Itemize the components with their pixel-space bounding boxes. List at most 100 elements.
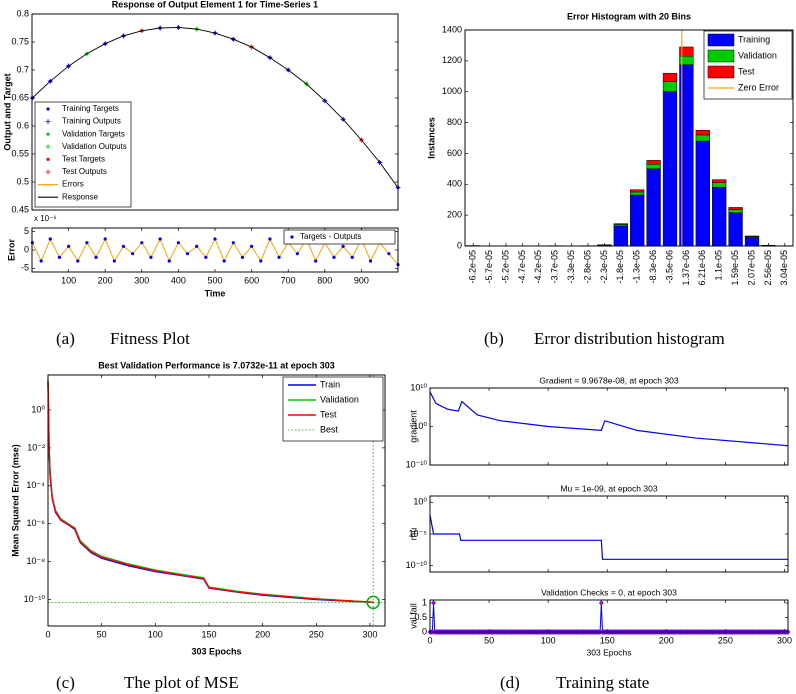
x-tick-label: -3.7e-05 [550,250,560,284]
marker [277,255,281,259]
marker [167,259,171,263]
legend-swatch [707,49,735,63]
marker [48,237,52,241]
marker [268,237,272,241]
marker [431,600,436,606]
marker [121,244,126,248]
y-tick-label: -5 [21,263,29,273]
panel-line [429,514,788,560]
bar [728,212,743,247]
axes-frame [429,495,789,573]
legend-swatch [46,107,50,111]
marker [131,252,135,256]
x-tick-label: 250 [718,635,733,645]
marker [250,244,254,248]
marker [295,252,299,256]
marker [112,259,116,263]
marker [314,259,318,263]
legend-swatch [46,157,50,161]
x-tick-label: 200 [255,629,270,639]
marker [222,259,226,263]
x-tick-label: 50 [97,629,107,639]
y-tick-label: 5 [24,226,29,236]
panel-title: Gradient = 9.9678e-08, at epoch 303 [539,375,678,385]
y-tick-label: 10⁰ [413,421,427,431]
series-line [47,380,374,603]
legend-label: Test Outputs [62,167,107,176]
legend-label: Errors [62,180,84,189]
y-tick-label: 400 [447,179,462,189]
legend-label: Validation Outputs [62,142,127,151]
x-tick-label: 800 [317,275,332,285]
y-tick-label: 0.7 [16,64,29,74]
x-tick-label: -6.2e-05 [468,250,478,284]
x-tick-label: -2.3e-05 [599,250,609,284]
marker [332,255,336,259]
marker [387,252,391,256]
legend-swatch [45,169,51,175]
y-tick-label: 1200 [442,55,462,65]
y-tick-label: 0.55 [11,148,29,158]
y-tick-label: 10⁰ [31,404,45,414]
x-tick-label: 150 [600,635,615,645]
x-tick-label: -1.8e-05 [615,250,625,284]
marker [176,241,180,245]
caption-text: The plot of MSE [124,673,239,692]
bar [728,209,743,214]
legend-label: Train [320,379,340,389]
axes-frame [31,13,399,211]
x-tick-label: 150 [201,629,216,639]
bar [630,194,645,247]
caption-label: (a) [56,329,75,348]
marker [67,244,71,248]
marker [231,241,235,245]
x-tick-label: 2.07e-05 [746,250,756,286]
axes-box [429,387,789,466]
x-tick-label: 100 [61,275,76,285]
y-tick-label: 1000 [442,86,462,96]
bar [695,140,710,247]
legend-label: Validation [738,50,777,60]
x-tick-label: 0 [45,629,50,639]
x-tick-label: -2.8e-05 [582,250,592,284]
y-tick-label: 10⁻⁶ [27,518,46,528]
y-tick-label: 10⁻² [27,442,45,452]
legend-swatch [45,119,51,125]
bar [679,46,694,57]
marker [76,259,80,263]
x-tick-label: -3.5e-06 [664,250,674,284]
y-tick-label: 0 [24,244,29,254]
y-axis-label: Error [6,239,16,262]
legend-label: Test [738,66,755,76]
x-tick-label: 0 [427,635,432,645]
y-tick-label: 0.6 [16,120,29,130]
marker [259,259,263,263]
legend-swatch [45,144,51,150]
x-tick-label: -5.7e-05 [484,250,494,284]
legend-label: Training [738,34,770,44]
bar [630,191,645,196]
bar [662,91,678,247]
legend-label: Training Outputs [62,117,121,126]
y-tick-label: 800 [447,117,462,127]
x-tick-label: 50 [484,635,494,645]
y-tick-label: 0.45 [11,204,29,214]
y-tick-label: 10⁻⁵ [409,528,428,538]
y-tick-label: 1400 [442,24,462,34]
x-tick-label: 2.56e-05 [763,250,773,286]
y-tick-label: 10⁻⁴ [26,480,45,490]
x-tick-label: 300 [134,275,149,285]
y-tick-label: 10⁻¹⁰ [406,459,428,469]
legend-label: Training Targets [62,104,119,113]
bar [646,168,661,247]
x-tick-label: -4.2e-05 [533,250,543,284]
x-tick-label: -3.3e-05 [566,250,576,284]
y-tick-label: 0 [422,626,427,636]
chart-title: Best Validation Performance is 7.0732e-1… [98,360,335,370]
legend-label: Validation Targets [62,129,125,138]
x-axis-label: 303 Epochs [191,646,241,656]
caption-label: (d) [500,673,520,692]
caption-text: Training state [556,673,649,692]
x-tick-label: 100 [541,635,556,645]
x-tick-label: 200 [98,275,113,285]
